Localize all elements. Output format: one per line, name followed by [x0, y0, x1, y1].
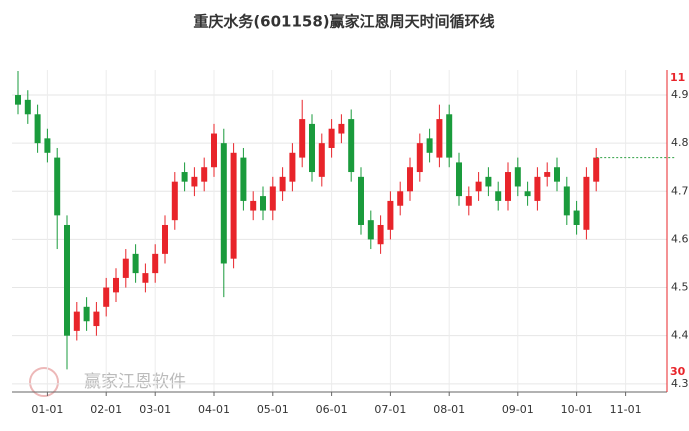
candle-body	[593, 157, 600, 182]
candle-body	[563, 186, 570, 216]
candle-body	[514, 167, 521, 187]
candle-body	[446, 114, 453, 158]
x-tick-label: 08-01	[433, 403, 465, 416]
candle-body	[328, 128, 335, 148]
candle-body	[456, 162, 462, 197]
candle-body	[211, 133, 217, 168]
candle-body	[230, 152, 237, 259]
x-tick-label: 01-01	[31, 403, 63, 416]
candle-body	[524, 191, 531, 197]
x-tick-label: 05-01	[257, 403, 289, 416]
candle-body	[338, 123, 345, 134]
candle-body	[416, 143, 423, 173]
candle-body	[24, 99, 31, 115]
candle-body	[191, 176, 198, 187]
y-tick-label: 4.8	[671, 136, 689, 149]
watermark-logo	[29, 367, 59, 397]
candle-body	[279, 176, 286, 192]
candle-body	[475, 181, 482, 192]
y-tick-label: 4.7	[671, 184, 689, 197]
candle-body	[250, 200, 257, 211]
candle-body	[465, 196, 472, 206]
candle-body	[83, 306, 90, 322]
x-tick-label: 06-01	[316, 403, 348, 416]
candle-body	[397, 191, 404, 206]
candle-body	[240, 157, 247, 201]
candle-body	[544, 172, 551, 177]
watermark: 赢家江恩软件	[84, 372, 186, 392]
cycle-label: 11	[670, 71, 685, 84]
y-tick-label: 4.5	[671, 281, 689, 294]
candle-body	[34, 114, 41, 144]
x-tick-label: 04-01	[198, 403, 230, 416]
candle-body	[358, 176, 364, 225]
candle-body	[299, 119, 306, 158]
x-tick-label: 02-01	[90, 403, 122, 416]
chart-title: 重庆水务(601158)赢家江恩周天时间循环线	[193, 13, 494, 31]
candle-body	[534, 176, 541, 201]
candle-body	[73, 311, 80, 331]
candle-body	[103, 287, 110, 307]
candle-body	[407, 167, 413, 192]
candle-body	[162, 224, 168, 254]
candle-body	[495, 191, 502, 201]
y-tick-label: 4.9	[671, 88, 689, 101]
candle-body	[152, 253, 159, 274]
candle-body	[64, 224, 70, 336]
candle-body	[201, 167, 208, 182]
candle-body	[289, 152, 296, 182]
candle-body	[269, 186, 276, 211]
candle-body	[309, 123, 315, 173]
candle-body	[573, 210, 580, 225]
candle-body	[171, 181, 178, 221]
candle-body	[132, 253, 139, 274]
candle-body	[260, 196, 266, 211]
candle-body	[426, 138, 433, 153]
candle-body	[436, 119, 443, 158]
y-tick-label: 4.6	[671, 232, 689, 245]
candle-body	[505, 172, 511, 201]
candle-body	[113, 277, 119, 293]
x-tick-label: 09-01	[502, 403, 534, 416]
x-tick-label: 07-01	[374, 403, 406, 416]
candle-body	[15, 95, 21, 105]
candle-body	[44, 138, 51, 153]
candle-body	[142, 273, 149, 283]
candle-body	[583, 176, 590, 230]
candle-body	[122, 258, 129, 278]
x-tick-label: 10-01	[561, 403, 593, 416]
candle-body	[181, 172, 188, 182]
y-tick-label: 4.4	[671, 329, 689, 342]
candle-body	[485, 176, 492, 187]
candle-body	[318, 143, 325, 177]
x-tick-label: 03-01	[139, 403, 171, 416]
x-tick-label: 11-01	[610, 403, 642, 416]
candle-body	[387, 200, 394, 230]
candle-body	[377, 224, 384, 245]
candle-body	[220, 143, 227, 264]
logo-circle	[29, 367, 59, 397]
candle-body	[54, 157, 61, 216]
candle-body	[93, 311, 100, 327]
candle-body	[348, 119, 355, 173]
candle-body	[367, 220, 374, 240]
candle-body	[554, 167, 560, 182]
cycle-label: 30	[670, 365, 686, 378]
y-tick-label: 4.3	[671, 377, 689, 390]
